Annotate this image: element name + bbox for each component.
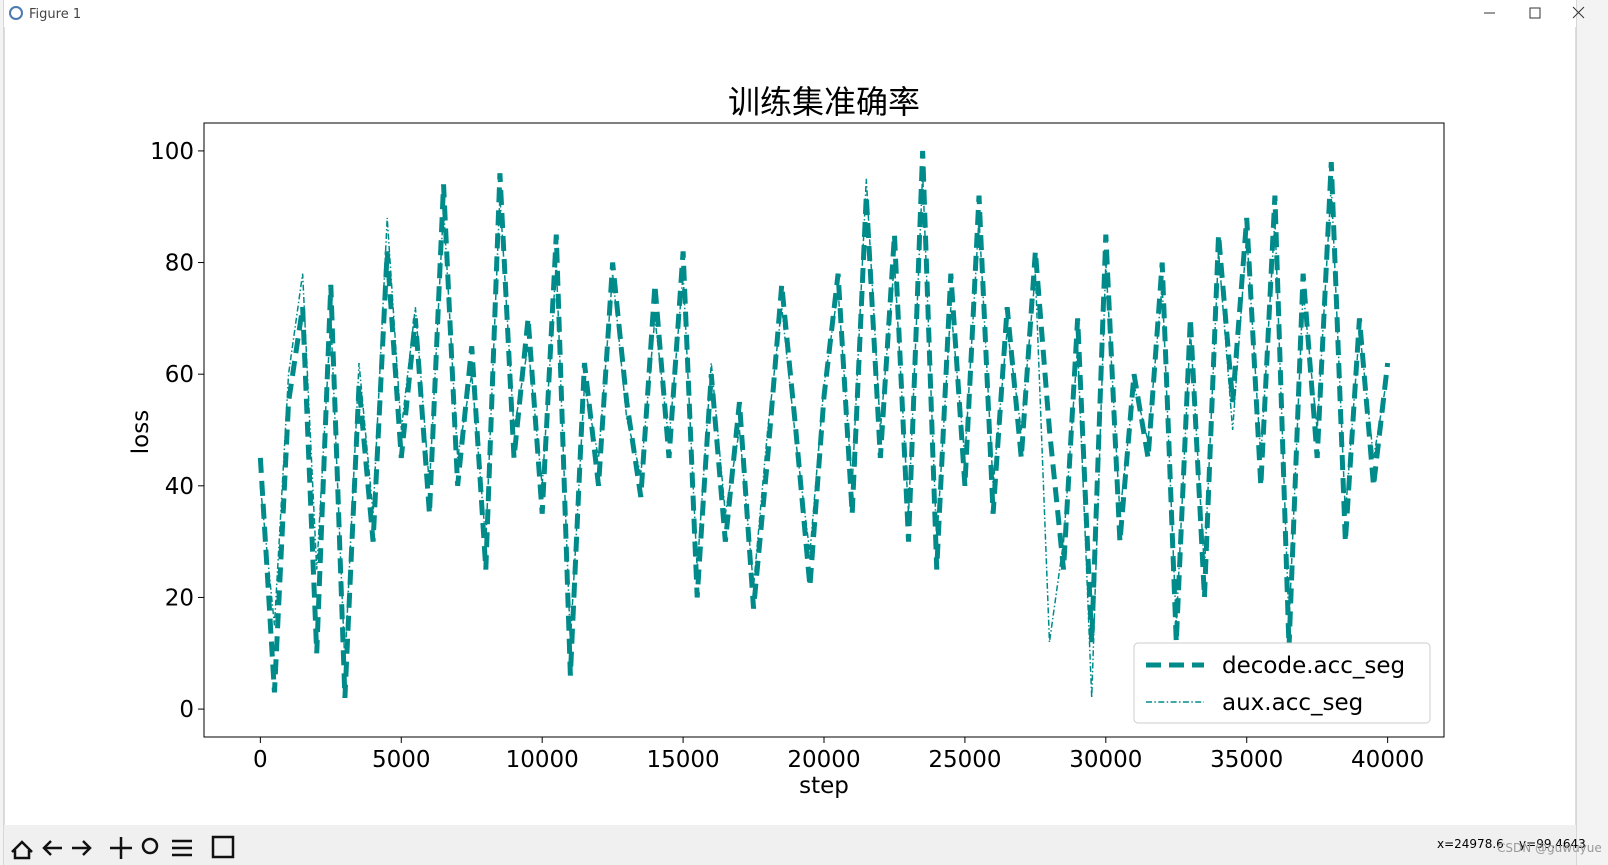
window-title: Figure 1 xyxy=(29,7,81,22)
status-text: x=24978.6 y=99.4643 xyxy=(1437,837,1586,851)
y-tick-label: 60 xyxy=(165,362,194,388)
x-tick-label: 35000 xyxy=(1210,747,1283,773)
plot-frame xyxy=(203,122,1445,738)
forward-button[interactable] xyxy=(72,840,92,856)
title-bar xyxy=(4,0,1576,27)
x-tick-label: 40000 xyxy=(1351,747,1424,773)
pan-button[interactable] xyxy=(110,837,132,859)
data-line xyxy=(259,173,1389,698)
toolbar xyxy=(4,825,1576,865)
save-button[interactable] xyxy=(211,835,235,859)
home-button[interactable] xyxy=(11,840,33,860)
legend-label: aux.acc_seg xyxy=(1222,690,1363,716)
legend-box xyxy=(1133,642,1431,724)
x-tick-label: 30000 xyxy=(1069,747,1142,773)
chart-title: 训练集准确率 xyxy=(728,83,920,121)
maximize-button[interactable] xyxy=(1529,7,1541,19)
y-tick-label: 80 xyxy=(165,251,194,277)
y-tick-label: 100 xyxy=(150,139,194,165)
zoom-button[interactable] xyxy=(141,837,159,855)
x-axis-label: step xyxy=(799,773,849,799)
back-button[interactable] xyxy=(42,840,62,856)
x-tick-label: 5000 xyxy=(372,747,431,773)
y-tick-label: 20 xyxy=(165,585,194,611)
watermark: CSDN @guwuyue xyxy=(1497,841,1602,855)
close-button[interactable] xyxy=(1572,6,1585,19)
x-tick-label: 20000 xyxy=(787,747,860,773)
y-tick-label: 0 xyxy=(179,697,194,723)
legend-label: decode.acc_seg xyxy=(1222,653,1405,679)
x-tick-label: 10000 xyxy=(506,747,579,773)
y-axis-label: loss xyxy=(128,410,154,454)
x-tick-label: 25000 xyxy=(928,747,1001,773)
y-tick-label: 40 xyxy=(165,474,194,500)
app-icon xyxy=(9,6,23,20)
configure-button[interactable] xyxy=(172,839,192,857)
x-tick-label: 15000 xyxy=(647,747,720,773)
x-tick-label: 0 xyxy=(253,747,268,773)
